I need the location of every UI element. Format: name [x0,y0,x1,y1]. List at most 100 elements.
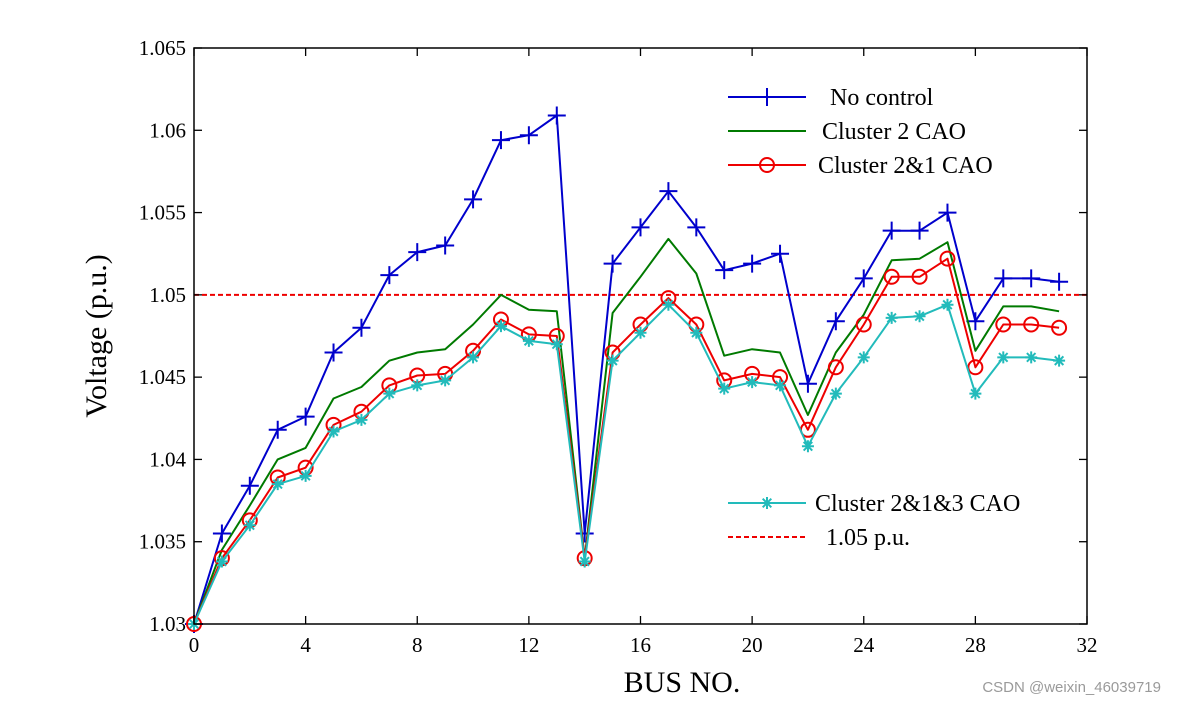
data-point [631,218,650,237]
data-point [994,269,1013,288]
data-point [938,203,957,222]
legend-entry-3: Cluster 2&1 CAO [728,153,993,179]
watermark-text: CSDN @weixin_46039719 [982,679,1161,696]
y-tick-label: 1.03 [149,612,186,636]
series-line [193,237,1060,625]
y-tick-label: 1.04 [149,447,186,471]
series-line [193,303,1060,625]
data-point [857,351,870,364]
data-point [746,376,759,389]
data-point [1023,316,1040,333]
data-point [771,244,790,263]
data-point [578,555,591,568]
data-point [439,374,452,387]
legend-entry-1: No control [728,85,934,111]
data-point [324,343,343,362]
legend-label: 1.05 p.u. [826,525,910,551]
data-point [826,312,845,331]
data-point [855,316,872,333]
x-tick-label: 8 [412,633,423,657]
data-point [910,221,929,240]
data-point [467,351,480,364]
data-point [240,476,259,495]
axes-layer: 0 4 8 12 16 20 24 28 32 1.03 1.035 1.04 1.045 1.05 1.0… [139,36,1098,657]
series-line [193,114,1060,625]
data-point [798,374,817,393]
data-point [212,524,231,543]
series-3 [186,250,1068,632]
data-point [547,106,566,125]
x-tick-label: 4 [300,633,311,657]
legend-entry-4: Cluster 2&1&3 CAO [728,491,1020,517]
y-tick-label: 1.065 [139,36,186,60]
data-point [575,524,594,543]
x-tick-label: 20 [742,633,763,657]
data-point [939,250,956,267]
legend-label: No control [830,85,934,111]
data-point [408,243,427,262]
series-2 [193,237,1060,625]
data-point [411,379,424,392]
data-point [1025,351,1038,364]
data-point [522,334,535,347]
series-layer [185,106,1069,633]
y-tick-label: 1.045 [139,365,186,389]
legend-marker [758,88,776,106]
data-point [967,359,984,376]
data-point [801,440,814,453]
data-point [690,326,703,339]
data-point [606,354,619,367]
series-line [193,257,1060,625]
legend-marker [759,157,775,173]
data-point [436,236,455,255]
data-point [885,311,898,324]
data-point [327,425,340,438]
legend-entry-5: 1.05 p.u. [728,525,910,551]
x-tick-label: 0 [189,633,200,657]
data-point [829,387,842,400]
y-tick-label: 1.06 [149,118,186,142]
data-point [634,326,647,339]
data-point [774,379,787,392]
data-point [243,519,256,532]
data-point [662,298,675,311]
data-point [911,268,928,285]
data-point [1051,319,1068,336]
data-point [913,310,926,323]
y-tick-label: 1.05 [149,283,186,307]
data-point [494,320,507,333]
data-point [550,338,563,351]
data-point [997,351,1010,364]
data-point [215,555,228,568]
data-point [715,261,734,280]
x-tick-label: 16 [630,633,651,657]
data-point [299,469,312,482]
legend-marker [761,497,773,509]
data-point [941,298,954,311]
data-point [659,182,678,201]
data-point [718,382,731,395]
data-point [827,359,844,376]
series-4 [188,298,1066,630]
x-tick-label: 28 [965,633,986,657]
data-point [687,218,706,237]
legend-entry-2: Cluster 2 CAO [728,119,966,145]
legend-label: Cluster 2&1&3 CAO [815,491,1020,517]
data-point [969,387,982,400]
data-point [268,420,287,439]
data-point [464,190,483,209]
data-point [883,268,900,285]
data-point [380,266,399,285]
data-point [383,387,396,400]
y-tick-label: 1.055 [139,201,186,225]
data-point [966,312,985,331]
data-point [882,221,901,240]
data-point [743,254,762,273]
data-point [1050,272,1069,291]
series-1 [185,106,1069,633]
data-point [995,316,1012,333]
y-tick-label: 1.035 [139,530,186,554]
data-point [1053,354,1066,367]
y-axis-title: Voltage (p.u.) [80,254,113,418]
data-point [296,407,315,426]
